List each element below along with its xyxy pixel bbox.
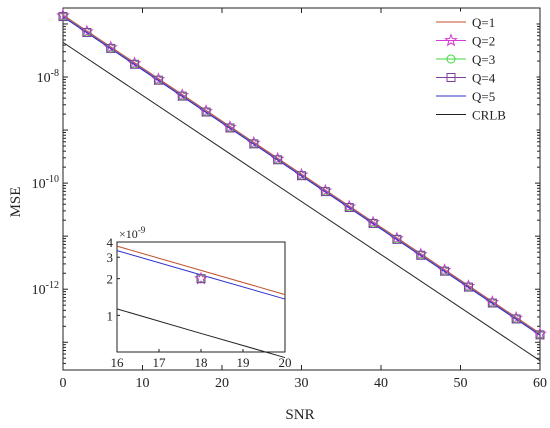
series-line [62,16,541,336]
data-point [249,139,259,149]
inset-y-multiplier: ×10-9 [119,225,146,241]
inset-y-tick-label: 1 [107,308,114,323]
data-point [297,171,306,181]
legend-label: CRLB [472,108,506,123]
legend-marker [446,54,456,64]
data-point [320,187,330,197]
x-tick-label: 20 [215,376,229,391]
y-tick-label: 10-8 [37,68,59,86]
x-tick-label: 40 [374,376,388,391]
data-point [344,203,354,213]
series-line [62,41,541,362]
data-point [130,59,140,69]
inset-x-tick-label: 17 [153,355,167,370]
inset-y-tick-label: 2 [107,272,114,287]
data-point [225,123,235,133]
legend: Q=1 Q=2 Q=3 Q=4 Q=5 CRLB [431,11,537,132]
x-tick-label: 10 [136,376,150,391]
legend-box [431,11,537,132]
legend-label: Q=1 [472,15,495,30]
x-axis-label: SNR [285,407,314,423]
data-point [58,12,68,22]
legend-label: Q=3 [472,52,495,67]
x-tick-label: 50 [454,376,468,391]
inset-data-point [196,274,206,284]
legend-label: Q=5 [472,89,495,104]
y-tick-label: 10-10 [32,174,59,192]
inset-series-line [116,308,286,359]
inset-y-tick-label: 3 [107,250,114,265]
data-point [511,314,521,324]
inset-x-tick-label: 19 [237,355,250,370]
data-point [82,27,92,37]
y-axis-label: MSE [8,187,24,218]
data-point [201,107,211,117]
data-point [535,330,545,340]
data-point [440,266,450,276]
legend-label: Q=4 [472,71,496,86]
data-point [392,234,402,244]
inset-x-tick-label: 20 [279,355,292,370]
legend-label: Q=2 [472,34,495,49]
inset-y-tick-label: 4 [107,235,114,250]
data-point [273,155,283,165]
data-point [487,298,497,308]
data-point [463,282,473,292]
x-tick-label: 0 [60,376,67,391]
inset-plot: 16 17 18 19 20 1 2 34 ×10-9 [107,225,292,370]
inset-x-tick-label: 18 [195,355,208,370]
legend-marker [446,73,456,82]
data-point [416,250,426,260]
inset-x-tick-label: 16 [111,355,125,370]
y-tick-label: 10-12 [32,280,59,298]
data-point [177,91,187,101]
inset-frame [116,241,286,353]
x-tick-label: 60 [533,376,547,391]
data-point [368,218,378,228]
inset-series-line [116,245,286,296]
legend-marker [444,33,458,47]
data-point [106,43,116,53]
data-point [153,75,163,85]
x-tick-label: 30 [295,376,309,391]
series-line [62,14,541,334]
